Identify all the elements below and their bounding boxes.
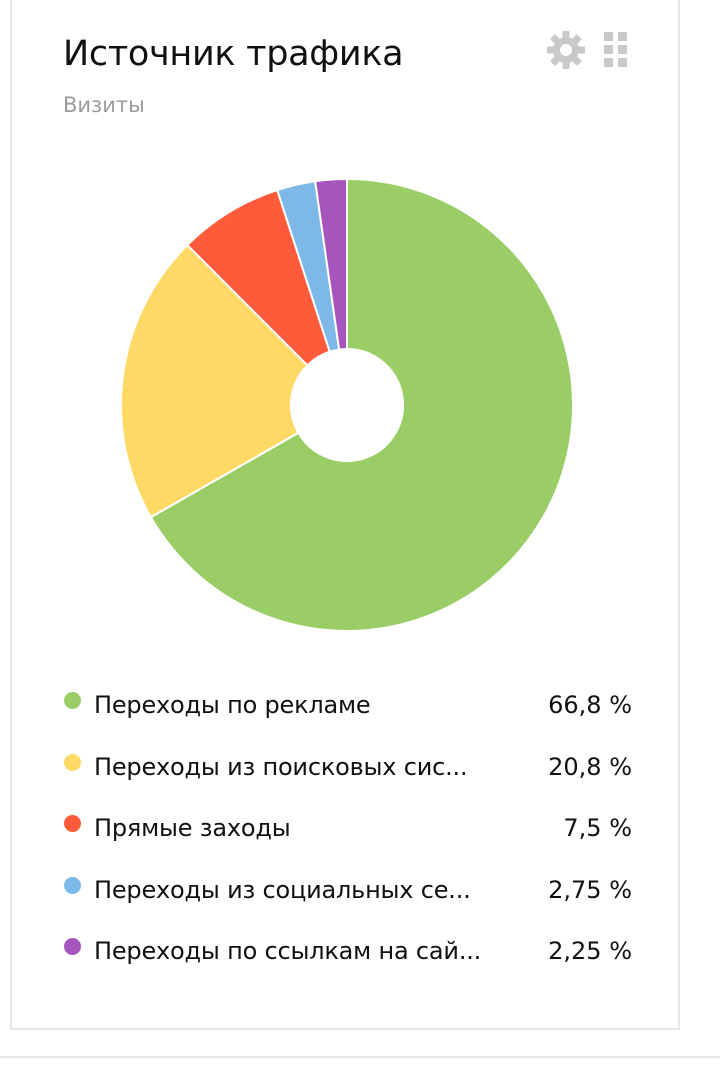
legend-label: Переходы по рекламе (94, 691, 371, 719)
legend-label: Переходы из социальных се... (94, 875, 471, 904)
legend-item[interactable]: Переходы из социальных се... 2,75 % (12, 862, 682, 924)
legend-item[interactable]: Переходы по рекламе 66,8 % (12, 677, 682, 739)
pie-slice[interactable] (120, 243, 309, 519)
legend-value: 2,25 % (548, 937, 632, 965)
legend-label: Переходы из поисковых сис... (94, 752, 468, 781)
divider (0, 1056, 720, 1058)
legend-value: 20,8 % (548, 752, 632, 781)
pie-slice[interactable] (314, 177, 348, 351)
legend-label: Прямые заходы (94, 814, 291, 842)
legend-color-dot (64, 876, 81, 894)
legend-color-dot (64, 692, 81, 709)
gear-icon[interactable] (545, 29, 587, 71)
chart-legend: Переходы по рекламе 66,8 % Переходы из пои… (12, 677, 682, 985)
legend-item[interactable]: Переходы по ссылкам на сай... 2,25 % (12, 923, 682, 985)
legend-value: 2,75 % (548, 875, 632, 904)
legend-label: Переходы по ссылкам на сай... (94, 937, 482, 965)
pie-slice[interactable] (149, 177, 574, 632)
legend-color-dot (64, 753, 81, 771)
legend-color-dot (64, 815, 81, 832)
legend-item[interactable]: Переходы из поисковых сис... 20,8 % (12, 739, 682, 801)
traffic-source-widget: Источник трафика Визиты (10, 0, 680, 1030)
legend-value: 7,5 % (563, 814, 632, 842)
legend-item[interactable]: Прямые заходы 7,5 % (12, 800, 682, 862)
donut-chart (120, 177, 574, 632)
widget-title: Источник трафика (63, 34, 404, 74)
drag-handle-icon[interactable] (604, 32, 628, 68)
legend-color-dot (64, 938, 81, 955)
legend-value: 66,8 % (548, 691, 632, 719)
widget-subtitle: Визиты (63, 93, 145, 117)
